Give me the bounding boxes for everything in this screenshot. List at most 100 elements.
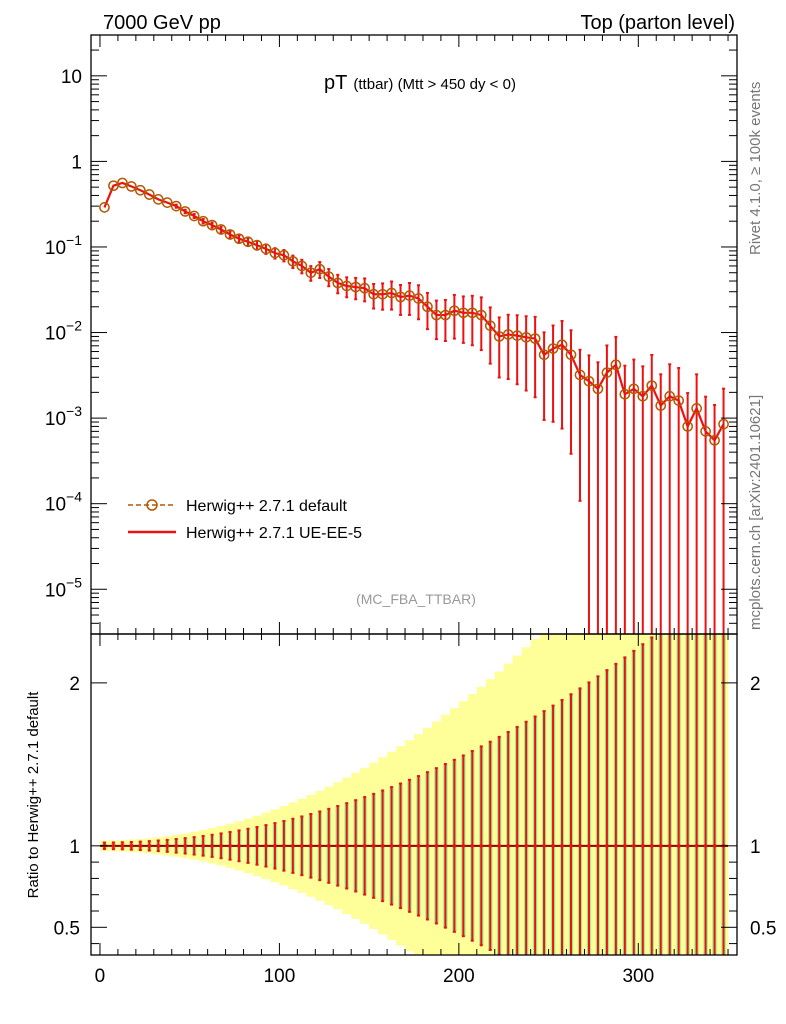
ratio-point — [488, 844, 493, 848]
ratio-point — [407, 844, 412, 848]
series-default-marker — [152, 194, 164, 205]
ratio-point — [246, 844, 250, 848]
series-default-marker — [386, 287, 397, 299]
series-default-marker — [718, 418, 729, 430]
legend-default-marker — [146, 499, 158, 511]
ratio-point — [497, 844, 502, 848]
ratio-point — [201, 844, 205, 848]
series-default-marker — [646, 380, 658, 391]
ratio-point — [623, 844, 627, 848]
ratio-point — [147, 844, 152, 848]
series-default-marker — [664, 390, 676, 402]
ratio-point — [183, 844, 188, 848]
series-default-marker — [287, 255, 299, 267]
ratio-point — [120, 844, 125, 848]
series-default-marker — [610, 359, 622, 371]
y-tick-label: 10−3 — [45, 403, 82, 430]
ratio-point — [353, 844, 358, 848]
x-tick-label: 0 — [95, 966, 106, 987]
ratio-point — [667, 844, 672, 848]
ratio-point — [658, 844, 663, 848]
y-tick-label: 10−2 — [45, 318, 82, 345]
main-series-markers — [99, 177, 729, 446]
series-default-marker — [242, 236, 254, 248]
ratio-point — [605, 844, 609, 848]
series-default-marker — [305, 267, 317, 279]
ratio-y-tick-label-right: 1 — [750, 837, 761, 858]
series-default-marker — [655, 400, 667, 411]
axes: 0 100 200 300 10 1 10−1 10−2 10−3 10−4 10−5 0.5 0.5 1… — [45, 34, 776, 987]
ratio-point — [596, 844, 600, 848]
series-default-marker — [260, 243, 272, 255]
ratio-point — [578, 844, 582, 848]
ratio-point — [649, 844, 654, 848]
ratio-point — [524, 844, 528, 848]
ratio-point — [712, 844, 717, 848]
ratio-point — [479, 844, 484, 848]
y-tick-label: 10−4 — [45, 489, 82, 516]
ratio-point — [264, 844, 268, 848]
series-default-marker — [592, 383, 604, 395]
series-default-marker — [161, 197, 173, 208]
mcplots-label: mcplots.cern.ch [arXiv:2401.10621] — [747, 395, 764, 630]
ratio-point — [255, 844, 259, 848]
header-right: Top (parton level) — [580, 12, 735, 34]
ratio-point — [156, 844, 161, 848]
main-series-lines — [103, 181, 725, 443]
ratio-point — [174, 844, 179, 848]
main-error-bars — [174, 203, 726, 634]
ratio-point — [309, 844, 313, 848]
ratio-point — [389, 844, 394, 848]
ratio-point — [470, 844, 475, 848]
series-default-marker — [547, 343, 559, 354]
ratio-point — [344, 844, 349, 848]
series-default-marker — [619, 388, 631, 400]
ratio-point — [461, 844, 466, 848]
ratio-y-tick-label-right: 2 — [750, 674, 761, 695]
series-default-marker — [251, 239, 263, 251]
series-default-marker — [170, 200, 182, 212]
bottom-frame — [90, 633, 738, 956]
ratio-point — [685, 844, 690, 848]
series-default-marker — [134, 184, 146, 196]
series-default-marker — [117, 177, 128, 189]
series-default-marker — [233, 233, 245, 245]
rivet-label: Rivet 4.1.0, ≥ 100k events — [747, 82, 764, 255]
ratio-point — [703, 844, 708, 848]
y-tick-label: 10 — [61, 67, 82, 88]
ratio-point — [165, 844, 170, 848]
ratio-point — [452, 844, 457, 848]
series-default-marker — [637, 390, 649, 402]
ratio-point — [129, 844, 134, 848]
ratio-y-tick-label-left: 1 — [69, 837, 80, 858]
ratio-point — [273, 844, 277, 848]
legend-ue-label: Herwig++ 2.7.1 UE-EE-5 — [186, 525, 362, 542]
ratio-point — [632, 844, 636, 848]
ratio-point — [228, 844, 232, 848]
series-default-marker — [224, 229, 236, 240]
ratio-point — [506, 844, 511, 848]
series-default-line — [103, 182, 725, 442]
ratio-point — [587, 844, 591, 848]
ratio-point — [282, 844, 286, 848]
y-tick-label: 10−1 — [45, 232, 82, 259]
series-default-marker — [700, 426, 711, 437]
ratio-point — [614, 844, 618, 848]
series-default-marker — [601, 367, 613, 378]
series-default-marker — [215, 224, 227, 235]
series-default-marker — [628, 383, 640, 395]
series-default-marker — [359, 282, 371, 294]
series-default-marker — [583, 375, 595, 387]
ratio-point — [300, 844, 304, 848]
legend-default-label: Herwig++ 2.7.1 default — [186, 498, 348, 515]
ratio-point — [210, 844, 214, 848]
ratio-y-tick-label-left: 0.5 — [54, 918, 80, 939]
analysis-watermark: (MC_FBA_TTBAR) — [356, 591, 476, 607]
series-default-marker — [673, 395, 685, 406]
ratio-point — [694, 844, 699, 848]
ratio-point — [138, 844, 143, 848]
ratio-point — [416, 844, 421, 848]
series-default-marker — [197, 215, 209, 227]
ratio-point — [443, 844, 448, 848]
series-default-marker — [484, 320, 496, 332]
